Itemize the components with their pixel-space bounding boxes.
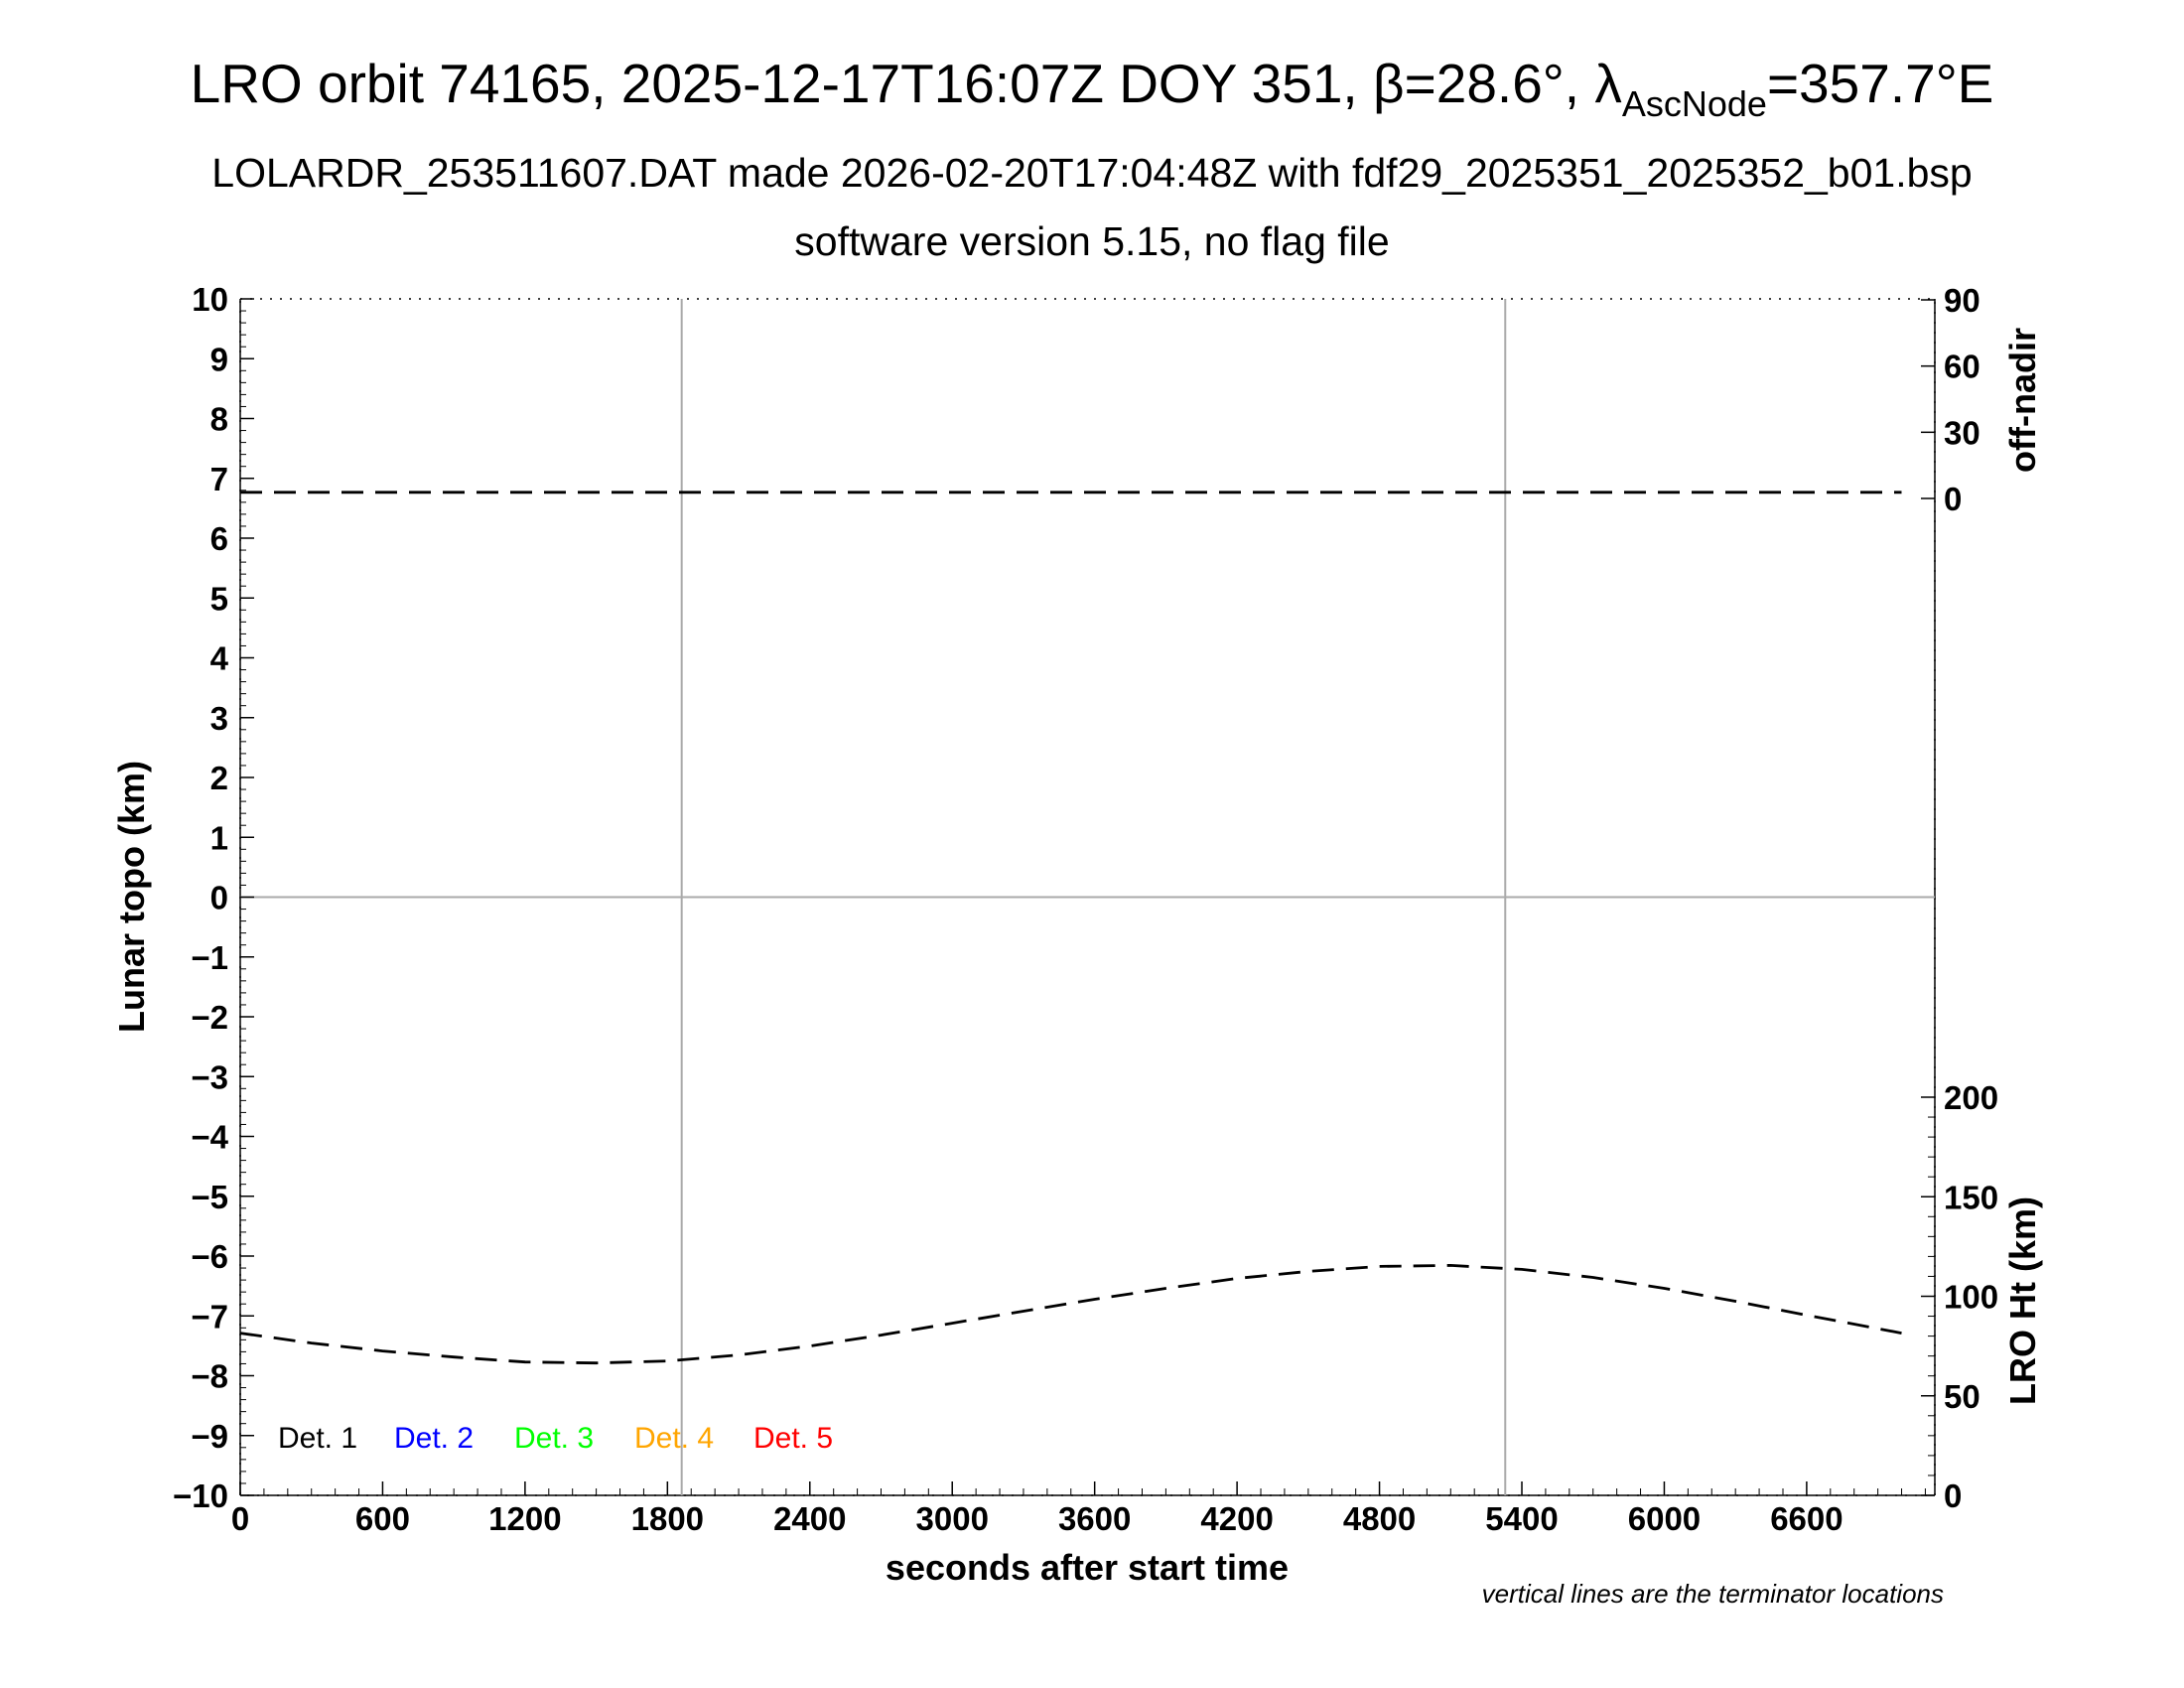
x-tick-label: 6000 <box>1628 1500 1701 1537</box>
y-tick-label: −1 <box>191 939 228 976</box>
lro-height-series-line <box>239 1263 1902 1365</box>
off-nadir-tick-label: 60 <box>1944 349 1980 385</box>
y-axis-label: Lunar topo (km) <box>111 761 152 1033</box>
y-tick-label: −2 <box>191 999 228 1036</box>
y-tick-label: 6 <box>210 520 228 557</box>
y-tick-label: −6 <box>191 1238 228 1275</box>
x-tick-label: 3600 <box>1058 1500 1131 1537</box>
legend: Det. 1 Det. 2 Det. 3 Det. 4 Det. 5 <box>278 1422 833 1455</box>
y-tick-label: 5 <box>210 580 228 617</box>
x-tick-label: 5400 <box>1485 1500 1558 1537</box>
legend-det-5: Det. 5 <box>753 1422 833 1455</box>
y-tick-label: 0 <box>210 880 228 916</box>
y-tick-label: 3 <box>210 700 228 737</box>
series-layer <box>239 491 1902 1365</box>
off-nadir-tick-label: 30 <box>1944 414 1980 451</box>
x-tick-label: 4800 <box>1343 1500 1416 1537</box>
y-tick-label: −4 <box>191 1119 228 1156</box>
off-nadir-tick-label: 0 <box>1944 481 1962 517</box>
y-tick-label: 4 <box>210 640 229 677</box>
x-tick-label: 2400 <box>773 1500 846 1537</box>
y-tick-label: 2 <box>210 760 228 796</box>
lro-ht-tick-label: 200 <box>1944 1079 1998 1116</box>
legend-det-4: Det. 4 <box>634 1422 714 1455</box>
x-tick-label: 3000 <box>916 1500 989 1537</box>
legend-det-1: Det. 1 <box>278 1422 357 1455</box>
grid-layer <box>240 299 1935 1495</box>
legend-det-3: Det. 3 <box>514 1422 594 1455</box>
lro-ht-tick-label: 100 <box>1944 1279 1998 1316</box>
chart-subtitle: LOLARDR_253511607.DAT made 2026-02-20T17… <box>211 150 1972 196</box>
chart-software-line: software version 5.15, no flag file <box>794 218 1389 264</box>
y-tick-label: −7 <box>191 1298 228 1335</box>
y-tick-label: −10 <box>173 1477 228 1514</box>
lro-ht-tick-label: 50 <box>1944 1378 1980 1415</box>
y-tick-label: −9 <box>191 1418 228 1455</box>
y-tick-label: −5 <box>191 1179 228 1215</box>
y-tick-label: 1 <box>210 819 228 856</box>
x-tick-label: 4200 <box>1200 1500 1273 1537</box>
lro-ht-tick-label: 0 <box>1944 1477 1962 1514</box>
y-tick-label: 7 <box>210 461 228 497</box>
x-tick-label: 1800 <box>631 1500 704 1537</box>
x-tick-label: 6600 <box>1770 1500 1843 1537</box>
x-tick-label: 0 <box>231 1500 249 1537</box>
terminator-note: vertical lines are the terminator locati… <box>1482 1579 1944 1609</box>
off-nadir-tick-label: 90 <box>1944 282 1980 319</box>
y-tick-label: −8 <box>191 1358 228 1395</box>
y-tick-label: 9 <box>210 341 228 377</box>
x-tick-label: 1200 <box>488 1500 561 1537</box>
lro-ht-tick-label: 150 <box>1944 1179 1998 1215</box>
legend-det-2: Det. 2 <box>394 1422 474 1455</box>
x-axis-label: seconds after start time <box>886 1547 1289 1588</box>
y-tick-label: 8 <box>210 401 228 438</box>
lro-ht-axis-label: LRO Ht (km) <box>2002 1196 2043 1405</box>
y-tick-label: −3 <box>191 1058 228 1095</box>
y-tick-label: 10 <box>192 281 228 318</box>
off-nadir-axis-label: off-nadir <box>2002 328 2043 473</box>
chart-title: LRO orbit 74165, 2025-12-17T16:07Z DOY 3… <box>191 53 1994 124</box>
x-tick-label: 600 <box>355 1500 410 1537</box>
